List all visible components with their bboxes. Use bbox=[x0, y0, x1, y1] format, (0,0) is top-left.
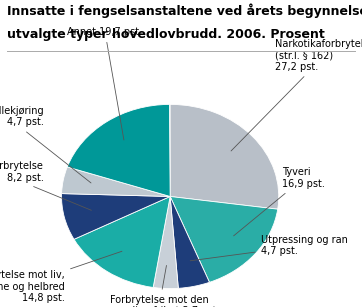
Text: Promillekjøring
4,7 pst.: Promillekjøring 4,7 pst. bbox=[0, 106, 91, 183]
Text: Annet 19,7 pst.: Annet 19,7 pst. bbox=[67, 27, 143, 140]
Text: Utpressing og ran
4,7 pst.: Utpressing og ran 4,7 pst. bbox=[190, 235, 348, 261]
Text: Innsatte i fengselsanstaltene ved årets begynnelse, etter: Innsatte i fengselsanstaltene ved årets … bbox=[7, 3, 362, 17]
Wedge shape bbox=[62, 194, 170, 239]
Text: Forbrytelse mot den
personlige frihet 3,7 pst.: Forbrytelse mot den personlige frihet 3,… bbox=[99, 266, 219, 307]
Text: Tyveri
16,9 pst.: Tyveri 16,9 pst. bbox=[233, 167, 325, 236]
Wedge shape bbox=[170, 196, 278, 282]
Wedge shape bbox=[153, 196, 178, 289]
Text: utvalgte typer hovedlovbrudd. 2006. Prosent: utvalgte typer hovedlovbrudd. 2006. Pros… bbox=[7, 28, 325, 41]
Wedge shape bbox=[170, 196, 210, 288]
Text: Narkotikaforbrytelse
(str.l. § 162)
27,2 pst.: Narkotikaforbrytelse (str.l. § 162) 27,2… bbox=[231, 39, 362, 151]
Wedge shape bbox=[170, 104, 279, 209]
Wedge shape bbox=[67, 104, 170, 196]
Wedge shape bbox=[74, 196, 170, 287]
Text: Forbrytelse mot liv,
legeme og helbred
14,8 pst.: Forbrytelse mot liv, legeme og helbred 1… bbox=[0, 251, 122, 303]
Text: Seksualforbrytelse
8,2 pst.: Seksualforbrytelse 8,2 pst. bbox=[0, 161, 91, 210]
Wedge shape bbox=[62, 167, 170, 196]
